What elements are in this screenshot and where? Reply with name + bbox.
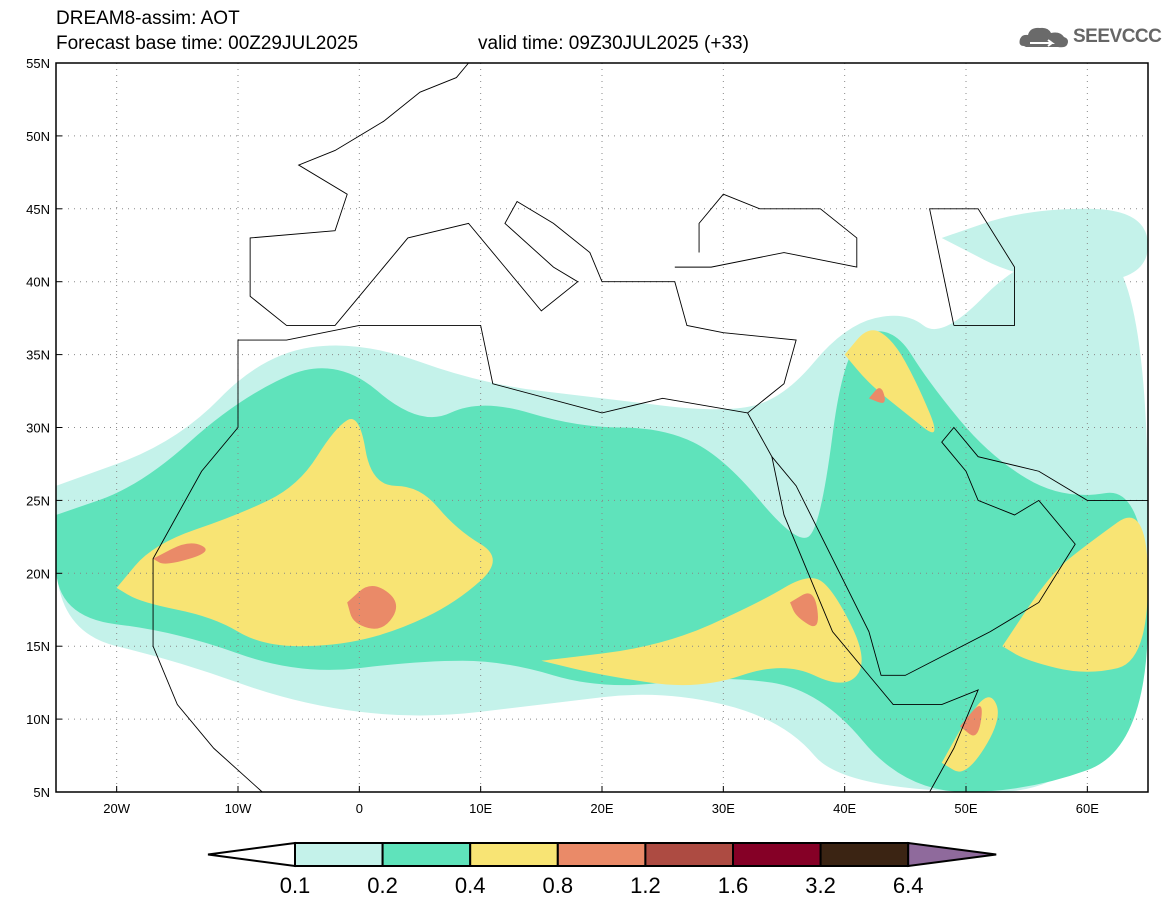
forecast-base-time: Forecast base time: 00Z29JUL2025 [56,33,359,54]
colorbar-segment [819,842,910,867]
lat-label: 35N [26,348,50,363]
colorbar-label: 3.2 [805,873,836,898]
lon-label: 20W [103,801,130,816]
aot-contour-0.4 [541,578,862,686]
coastline [152,340,263,793]
aot-contour-0.8 [790,593,818,627]
lon-label: 10W [225,801,252,816]
lat-label: 45N [26,202,50,217]
cloud-icon [1019,27,1068,48]
colorbar-label: 0.1 [280,873,311,898]
lat-label: 15N [26,639,50,654]
axis-labels: 20W 10W 0 10E 20E 30E 40E 50E 60E 55N 50N 45N 40N 35N… [26,56,1099,816]
aot-contour-0.4 [844,330,935,433]
lon-label: 40E [833,801,856,816]
aot-contour-0.8 [153,543,206,564]
colorbar-label: 6.4 [893,873,924,898]
colorbar-segment [381,842,472,867]
seevccc-logo: SEEVCCC [1018,24,1162,50]
lat-label: 50N [26,129,50,144]
colorbar-label: 0.2 [367,873,398,898]
logo-text: SEEVCCC [1073,26,1162,47]
coastline [929,208,1015,326]
chart-title: DREAM8-assim: AOT [56,8,240,29]
colorbar-segment [294,842,384,867]
lon-label: 60E [1076,801,1099,816]
colorbar-segment [732,842,822,867]
colorbar-segment [644,842,735,867]
coastline [747,412,979,793]
colorbar-label: 1.2 [630,873,661,898]
lat-label: 10N [26,712,50,727]
lat-label: 20N [26,566,50,581]
lat-label: 30N [26,421,50,436]
lon-label: 30E [712,801,735,816]
coastline [674,193,858,268]
aot-contour-0.1 [941,208,1148,282]
colorbar: 0.1 0.2 0.4 0.8 1.2 1.6 3.2 6.4 [207,841,997,898]
colorbar-under-arrow [207,841,296,868]
coastlines [152,62,1148,793]
aot-contour-0.8 [347,586,397,629]
aot-contour-0.8 [868,388,885,403]
colorbar-label: 0.8 [543,873,574,898]
colorbar-segment [469,842,559,867]
valid-time: valid time: 09Z30JUL2025 (+33) [478,33,749,54]
colorbar-segment [556,842,647,867]
aot-contour-0.8 [959,705,982,736]
lat-label: 25N [26,493,50,508]
coastline [238,62,797,414]
colorbar-label: 1.6 [718,873,749,898]
lat-label: 5N [33,785,50,800]
aot-contour-0.4 [1002,517,1148,672]
colorbar-label: 0.4 [455,873,486,898]
lon-label: 10E [469,801,492,816]
coastline [771,426,1148,676]
aot-contour-0.4 [116,418,493,647]
lat-label: 40N [26,275,50,290]
colorbar-over-arrow [907,841,997,868]
lon-label: 20E [590,801,613,816]
aot-contour-0.4 [941,697,998,772]
lon-label: 0 [356,801,363,816]
lat-label: 55N [26,56,50,71]
lon-label: 50E [954,801,977,816]
